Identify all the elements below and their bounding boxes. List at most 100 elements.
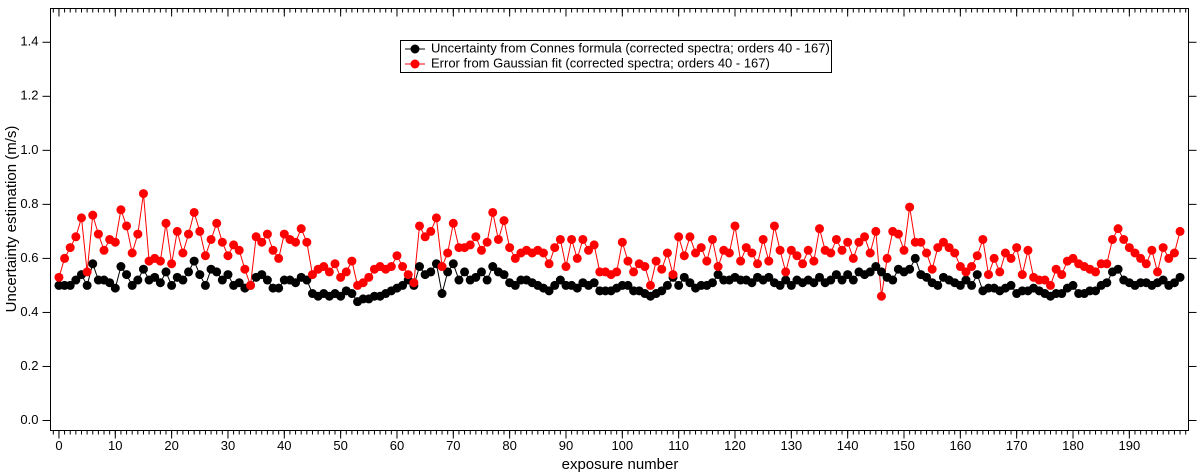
data-point <box>189 256 199 266</box>
data-point <box>1091 286 1101 296</box>
data-point <box>623 256 633 266</box>
data-point <box>167 280 177 290</box>
x-tick-label: 40 <box>277 438 291 453</box>
data-point <box>702 256 712 266</box>
data-point <box>843 237 853 247</box>
data-point <box>415 221 425 231</box>
data-point <box>1091 267 1101 277</box>
legend-label: Uncertainty from Connes formula (correct… <box>431 40 830 55</box>
data-point <box>814 272 824 282</box>
data-point <box>229 240 239 250</box>
data-point <box>138 189 148 199</box>
x-tick-label: 140 <box>837 438 859 453</box>
y-tick-label: 0.4 <box>20 304 38 319</box>
data-point <box>871 226 881 236</box>
data-point <box>989 253 999 263</box>
data-point <box>116 262 126 272</box>
data-point <box>510 253 520 263</box>
data-point <box>876 267 886 277</box>
legend-box <box>400 40 832 73</box>
data-point <box>88 210 98 220</box>
data-point <box>167 259 177 269</box>
data-point <box>493 234 503 244</box>
data-point <box>1130 248 1140 258</box>
data-point <box>792 251 802 261</box>
data-point <box>234 278 244 288</box>
data-point <box>223 270 233 280</box>
data-point <box>747 248 757 258</box>
data-point <box>437 262 447 272</box>
data-point <box>972 251 982 261</box>
data-point <box>476 245 486 255</box>
data-point <box>1136 253 1146 263</box>
data-point <box>251 232 261 242</box>
y-axis-label: Uncertainty estimation (m/s) <box>3 126 20 313</box>
data-point <box>781 267 791 277</box>
data-point <box>803 245 813 255</box>
data-point <box>392 251 402 261</box>
data-point <box>262 229 272 239</box>
data-point <box>1175 226 1185 236</box>
data-point <box>426 226 436 236</box>
data-point <box>110 237 120 247</box>
data-point <box>640 262 650 272</box>
data-point <box>499 270 509 280</box>
data-point <box>651 256 661 266</box>
data-point <box>482 275 492 285</box>
data-point <box>984 270 994 280</box>
data-point <box>544 259 554 269</box>
data-point <box>398 280 408 290</box>
data-point <box>1023 245 1033 255</box>
data-point <box>409 278 419 288</box>
legend-label: Error from Gaussian fit (corrected spect… <box>431 55 770 70</box>
data-point <box>612 267 622 277</box>
data-point <box>212 267 222 277</box>
data-point <box>245 280 255 290</box>
data-point <box>460 267 470 277</box>
data-point <box>426 267 436 277</box>
x-tick-label: 170 <box>1006 438 1028 453</box>
data-point <box>1147 245 1157 255</box>
data-point <box>736 256 746 266</box>
data-point <box>184 229 194 239</box>
data-point <box>420 232 430 242</box>
y-tick-label: 0.0 <box>20 412 38 427</box>
data-point <box>905 264 915 274</box>
data-point <box>1006 253 1016 263</box>
data-point <box>978 234 988 244</box>
y-tick-label: 0.6 <box>20 250 38 265</box>
x-tick-label: 130 <box>780 438 802 453</box>
data-point <box>871 262 881 272</box>
data-point <box>324 267 334 277</box>
x-tick-label: 150 <box>893 438 915 453</box>
data-point <box>178 248 188 258</box>
data-point <box>753 259 763 269</box>
data-point <box>127 248 137 258</box>
data-point <box>448 259 458 269</box>
data-point <box>437 289 447 299</box>
data-point <box>938 237 948 247</box>
x-tick-label: 120 <box>724 438 746 453</box>
data-point <box>1113 264 1123 274</box>
data-point <box>668 270 678 280</box>
data-point <box>696 243 706 253</box>
data-point <box>307 270 317 280</box>
plot-frame <box>50 8 1189 431</box>
data-point <box>831 234 841 244</box>
data-point <box>336 272 346 282</box>
data-point <box>713 270 723 280</box>
data-point <box>71 232 81 242</box>
data-point <box>505 243 515 253</box>
data-point <box>1017 270 1027 280</box>
data-point <box>155 278 165 288</box>
data-point <box>623 280 633 290</box>
data-point <box>161 218 171 228</box>
data-point <box>674 232 684 242</box>
data-point <box>555 275 565 285</box>
data-point <box>454 275 464 285</box>
data-point <box>122 270 132 280</box>
data-point <box>138 264 148 274</box>
data-point <box>1102 259 1112 269</box>
data-point <box>476 267 486 277</box>
data-point <box>657 264 667 274</box>
